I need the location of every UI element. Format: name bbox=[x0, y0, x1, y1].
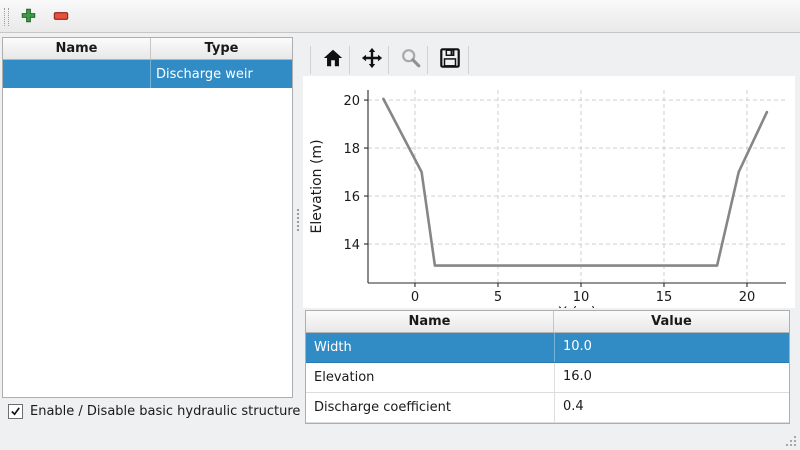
plot-pan-button[interactable] bbox=[358, 46, 386, 74]
property-value[interactable]: 10.0 bbox=[554, 333, 789, 362]
cross-section-chart[interactable]: 0 5 10 15 20 14 16 18 20 Elevation (m) X (m) bbox=[303, 76, 795, 308]
plus-icon bbox=[21, 8, 36, 27]
svg-text:20: 20 bbox=[739, 290, 756, 305]
toolbar-separator bbox=[310, 46, 311, 74]
svg-text:5: 5 bbox=[494, 290, 502, 305]
properties-col-value[interactable]: Value bbox=[651, 314, 692, 329]
splitter-grip-icon bbox=[297, 209, 300, 231]
structure-name-cell[interactable] bbox=[3, 60, 151, 88]
properties-col-name[interactable]: Name bbox=[306, 311, 554, 332]
enable-structure-checkbox[interactable] bbox=[8, 404, 23, 419]
property-row-elevation[interactable]: Elevation 16.0 bbox=[306, 363, 789, 393]
toolbar-grip-handle[interactable] bbox=[4, 8, 9, 26]
properties-table: Name Value Width 10.0 Elevation 16.0 Dis… bbox=[305, 310, 790, 424]
panel-splitter[interactable] bbox=[296, 37, 302, 427]
home-icon bbox=[322, 47, 344, 73]
structure-type-cell[interactable]: Discharge weir bbox=[156, 66, 253, 82]
chart-svg: 0 5 10 15 20 14 16 18 20 Elevation (m) X (m) bbox=[309, 90, 786, 308]
property-value[interactable]: 16.0 bbox=[554, 363, 789, 392]
enable-structure-checkbox-row: Enable / Disable basic hydraulic structu… bbox=[8, 404, 300, 419]
property-name[interactable]: Discharge coefficient bbox=[314, 400, 452, 415]
plot-home-button[interactable] bbox=[319, 46, 347, 74]
property-row-width[interactable]: Width 10.0 bbox=[306, 333, 789, 363]
floppy-disk-icon bbox=[439, 47, 461, 73]
structures-col-type[interactable]: Type bbox=[204, 41, 239, 56]
plot-zoom-button[interactable] bbox=[397, 46, 425, 74]
property-name[interactable]: Elevation bbox=[314, 370, 375, 385]
svg-text:20: 20 bbox=[343, 94, 360, 109]
plot-save-button[interactable] bbox=[436, 46, 464, 74]
main-toolbar bbox=[0, 0, 800, 33]
svg-text:18: 18 bbox=[343, 142, 360, 157]
structures-table-header: Name Type bbox=[3, 38, 292, 60]
magnifier-icon bbox=[400, 47, 422, 73]
svg-text:16: 16 bbox=[343, 190, 360, 205]
toolbar-separator bbox=[427, 46, 428, 74]
structures-col-name[interactable]: Name bbox=[3, 38, 151, 59]
svg-text:X (m): X (m) bbox=[558, 305, 597, 308]
check-icon bbox=[11, 407, 20, 416]
properties-table-header: Name Value bbox=[306, 311, 789, 333]
structure-row[interactable]: Discharge weir bbox=[3, 60, 292, 88]
toolbar-separator bbox=[349, 46, 350, 74]
remove-structure-button[interactable] bbox=[50, 6, 72, 28]
structures-table: Name Type Discharge weir bbox=[2, 37, 293, 398]
toolbar-separator bbox=[468, 46, 469, 74]
svg-text:10: 10 bbox=[573, 290, 590, 305]
svg-text:0: 0 bbox=[411, 290, 419, 305]
property-value[interactable]: 0.4 bbox=[554, 393, 789, 422]
enable-structure-checkbox-label: Enable / Disable basic hydraulic structu… bbox=[30, 404, 301, 419]
toolbar-separator bbox=[388, 46, 389, 74]
add-structure-button[interactable] bbox=[17, 6, 39, 28]
property-name[interactable]: Width bbox=[314, 340, 352, 355]
svg-text:14: 14 bbox=[343, 238, 360, 253]
window-resize-grip[interactable] bbox=[784, 434, 796, 446]
minus-icon bbox=[53, 10, 69, 25]
svg-text:Elevation (m): Elevation (m) bbox=[309, 139, 325, 233]
plot-toolbar bbox=[303, 44, 797, 76]
svg-text:15: 15 bbox=[656, 290, 673, 305]
move-arrows-icon bbox=[361, 47, 383, 73]
property-row-discharge-coefficient[interactable]: Discharge coefficient 0.4 bbox=[306, 393, 789, 423]
